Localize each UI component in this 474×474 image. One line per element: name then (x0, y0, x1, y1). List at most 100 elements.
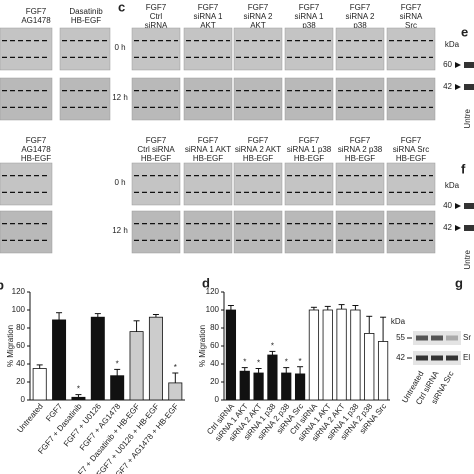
column-header: FGF7 (350, 3, 371, 12)
bar (308, 309, 320, 401)
column-header: p38 (302, 21, 316, 30)
column-header: FGF7 (146, 136, 167, 145)
blot-band (446, 355, 458, 361)
y-tick-label: 20 (210, 377, 219, 386)
column-header: Ctrl siRNA (137, 145, 175, 154)
bar (90, 316, 105, 401)
column-header: HB-EGF (141, 154, 171, 163)
micrograph (131, 27, 181, 71)
column-header: Src (405, 21, 417, 30)
column-header: siRNA 2 (346, 12, 375, 21)
bar (71, 396, 86, 401)
y-axis-label: % Migration (198, 325, 207, 367)
micrograph (335, 27, 385, 71)
micrograph (183, 210, 233, 254)
significance-mark: * (243, 358, 246, 367)
column-header: FGF7 (299, 136, 320, 145)
y-tick-label: 80 (210, 323, 219, 332)
y-tick-label: 20 (16, 377, 25, 386)
y-tick-label: 0 (21, 395, 26, 404)
column-header: FGF7 (401, 3, 422, 12)
bar (267, 354, 278, 401)
micrograph (59, 27, 111, 71)
column-header: siRNA 1 AKT (185, 145, 231, 154)
column-header: HB-EGF (243, 154, 273, 163)
bar (148, 316, 163, 401)
y-tick-label: 100 (206, 305, 220, 314)
y-tick-label: 120 (12, 287, 26, 296)
bar (253, 372, 264, 401)
column-header: p38 (353, 21, 367, 30)
bar (350, 309, 361, 401)
marker-arrow (455, 203, 461, 209)
blot-band (464, 225, 474, 231)
y-tick-label: 40 (210, 359, 219, 368)
y-axis-label: % Migration (6, 325, 15, 367)
blot-band (416, 335, 428, 341)
micrograph (183, 27, 233, 71)
significance-mark: * (116, 360, 119, 369)
column-header: FGF7 (146, 3, 167, 12)
column-header: AKT (250, 21, 266, 30)
column-header: siRNA 1 (295, 12, 324, 21)
marker-label: 42 (443, 223, 452, 232)
bar (225, 309, 237, 401)
micrograph (0, 27, 53, 71)
micrograph (131, 210, 181, 254)
x-tick-label: Untreated (15, 402, 44, 435)
column-header: FGF7 (198, 136, 219, 145)
column-header: FGF7 (248, 3, 269, 12)
column-header: siRNA 1 p38 (287, 145, 332, 154)
marker-arrow (455, 62, 461, 68)
column-header: FGF7 (350, 136, 371, 145)
column-header: AKT (200, 21, 216, 30)
column-header: FGF7 (198, 3, 219, 12)
micrograph (335, 77, 385, 121)
band-label: Sr (463, 333, 471, 342)
micrograph (59, 77, 111, 121)
bar (294, 373, 306, 401)
significance-mark: * (271, 342, 274, 351)
row-label: 12 h (112, 93, 128, 102)
column-header: siRNA 2 p38 (338, 145, 383, 154)
bar (239, 370, 250, 401)
micrograph (233, 210, 283, 254)
micrograph (335, 162, 385, 206)
panel-label: d (202, 275, 210, 290)
micrograph (284, 162, 334, 206)
unit-label: kDa (445, 181, 460, 190)
column-header: siRNA Src (393, 145, 429, 154)
y-tick-label: 40 (16, 359, 25, 368)
panel-label: e (461, 24, 468, 39)
column-header: siRNA 2 AKT (235, 145, 281, 154)
bar (336, 308, 347, 401)
column-header: AG1478 (21, 145, 51, 154)
significance-mark: * (77, 385, 80, 394)
row-label: 0 h (114, 43, 125, 52)
marker-arrow (455, 225, 461, 231)
column-header: FGF7 (401, 136, 422, 145)
y-tick-label: 100 (12, 305, 26, 314)
micrograph (284, 77, 334, 121)
marker-label: 55 (396, 333, 405, 342)
y-tick-label: 60 (210, 341, 219, 350)
blot-band (431, 355, 443, 361)
blot-band (464, 84, 474, 90)
blot-band (416, 355, 428, 361)
significance-mark: * (174, 363, 177, 372)
unit-label: kDa (391, 317, 406, 326)
band-label: El (463, 353, 470, 362)
micrograph (233, 162, 283, 206)
micrograph (335, 210, 385, 254)
bar (32, 368, 47, 401)
blot-band (431, 335, 443, 341)
column-header: siRNA (145, 21, 168, 30)
marker-label: 60 (443, 60, 452, 69)
bar (364, 332, 375, 401)
bar (168, 382, 183, 401)
micrograph (0, 77, 53, 121)
y-tick-label: 60 (16, 341, 25, 350)
lane-label: Untre (463, 249, 472, 269)
panel-label: f (461, 161, 466, 176)
